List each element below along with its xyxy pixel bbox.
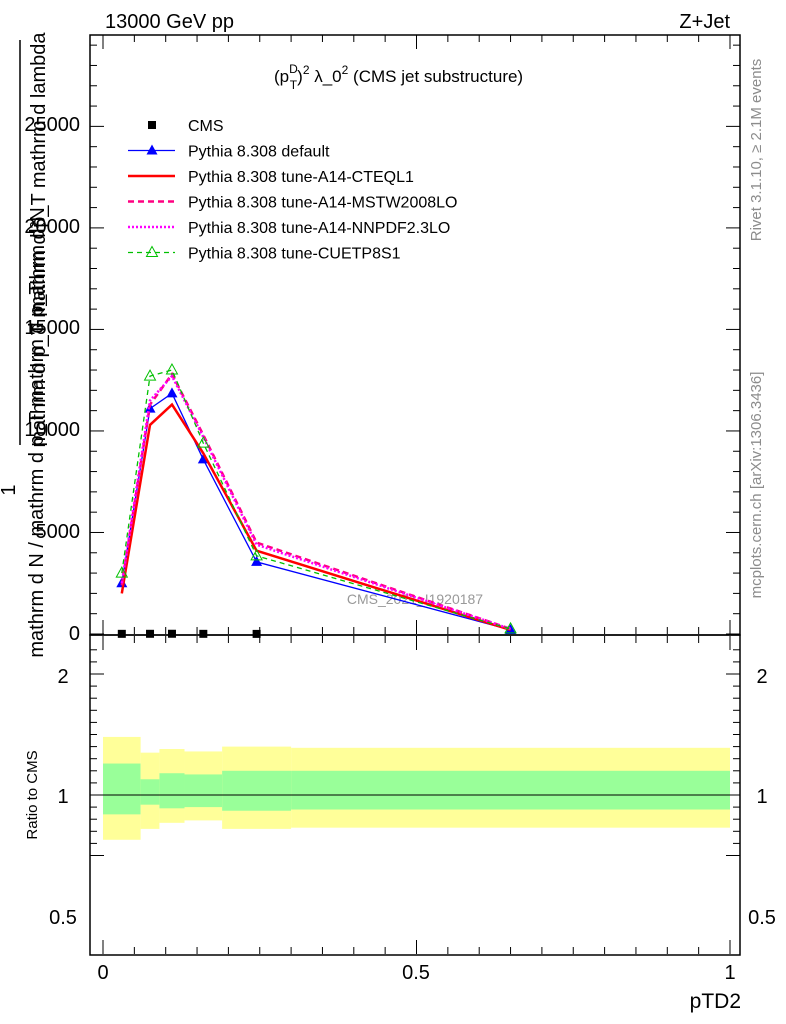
y-tick-label: 5000 <box>36 521 81 543</box>
svg-text:(pDT)2 λ_02 (CMS jet substruct: (pD T)2 λ_02 (CMS jet substructure) <box>274 62 523 92</box>
data-point <box>115 566 129 578</box>
legend-label: Pythia 8.308 tune-A14-MSTW2008LO <box>188 195 457 212</box>
legend: CMS Pythia 8.308 default Pythia 8.308 tune… <box>128 118 457 263</box>
data-point <box>165 362 179 375</box>
data-point <box>145 245 159 257</box>
series-line <box>120 402 511 632</box>
axis-ticks <box>90 35 740 954</box>
ratio-band-inner <box>159 773 185 809</box>
ratio-y-tick-label-right: 1 <box>756 786 767 808</box>
legend-entry: Pythia 8.308 default <box>128 144 330 161</box>
data-point <box>251 555 263 566</box>
series-3 <box>120 371 512 631</box>
data-point <box>146 144 158 155</box>
legend-label: Pythia 8.308 tune-CUETP8S1 <box>188 246 401 263</box>
data-point <box>250 548 263 561</box>
ratio-y-tick-label: 2 <box>57 666 68 688</box>
y-axis-label: mathrm d²N mathrm d p_T mathrm d p_T mat… <box>0 32 50 658</box>
ratio-y-tick-label: 1 <box>57 786 68 808</box>
data-point <box>196 436 210 448</box>
ratio-ylabel: Ratio to CMS <box>24 750 41 839</box>
ratio-y-tick-label-right: 0.5 <box>748 907 776 929</box>
legend-label: Pythia 8.308 default <box>188 144 330 161</box>
legend-entry: Pythia 8.308 tune-A14-CTEQL1 <box>128 169 414 186</box>
data-point <box>167 629 176 638</box>
x-tick-label: 1 <box>724 962 735 984</box>
y-label-denominator: mathrm d N / mathrm d p_T mathrm d p_T <box>26 282 48 657</box>
header-right: Z+Jet <box>679 11 730 33</box>
y-label-line1: mathrm d p_T mathrm d p_T mathrm d lambd… <box>28 32 50 448</box>
x-tick-label: 0.5 <box>402 962 430 984</box>
ratio-y-tick-label: 0.5 <box>49 907 77 929</box>
series-2 <box>120 402 511 632</box>
legend-entry: Pythia 8.308 tune-A14-NNPDF2.3LO <box>128 220 450 237</box>
series-0 <box>117 629 261 638</box>
legend-label: CMS <box>188 118 224 135</box>
ratio-band-inner <box>140 779 160 805</box>
mcplots-label: mcplots.cern.ch [arXiv:1306.3436] <box>748 372 765 599</box>
ratio-band-inner <box>184 774 223 808</box>
plot-title: (pD T)2 λ_02 (CMS jet substructure) <box>274 62 523 92</box>
ratio-y-tick-label-right: 2 <box>756 666 767 688</box>
legend-label: Pythia 8.308 tune-A14-NNPDF2.3LO <box>188 220 450 237</box>
series-line <box>121 392 511 631</box>
data-point <box>148 121 156 129</box>
series-group <box>115 362 517 638</box>
ratio-band-inner <box>222 770 292 811</box>
legend-entry: Pythia 8.308 tune-CUETP8S1 <box>128 245 401 263</box>
y-tick-label: 15000 <box>24 317 80 339</box>
data-point <box>199 629 208 638</box>
legend-entry: CMS <box>148 118 224 135</box>
data-point <box>117 629 126 638</box>
y-tick-label: 0 <box>69 623 80 645</box>
data-point <box>504 621 517 634</box>
ratio-band-inner <box>291 770 730 810</box>
y-label-numerator: mathrm d²N <box>27 207 49 313</box>
ratio-bands <box>103 736 730 840</box>
rivet-label: Rivet 3.1.10, ≥ 2.1M events <box>748 59 765 242</box>
y-tick-label: 20000 <box>24 216 80 238</box>
data-point <box>146 629 155 638</box>
data-point <box>252 629 261 638</box>
y-label-one: 1 <box>0 484 20 495</box>
data-point <box>166 387 178 398</box>
x-axis-label: pTD2 <box>690 990 741 1013</box>
header-left: 13000 GeV pp <box>105 11 234 33</box>
series-line <box>121 369 511 630</box>
legend-entry: Pythia 8.308 tune-A14-MSTW2008LO <box>128 195 457 212</box>
y-tick-label: 25000 <box>24 114 80 136</box>
data-point <box>143 369 157 381</box>
series-line <box>120 371 512 631</box>
legend-label: Pythia 8.308 tune-A14-CTEQL1 <box>188 169 414 186</box>
x-tick-label: 0 <box>97 962 108 984</box>
ratio-band-inner <box>103 763 141 815</box>
y-tick-label: 10000 <box>24 419 80 441</box>
series-5 <box>115 362 517 634</box>
